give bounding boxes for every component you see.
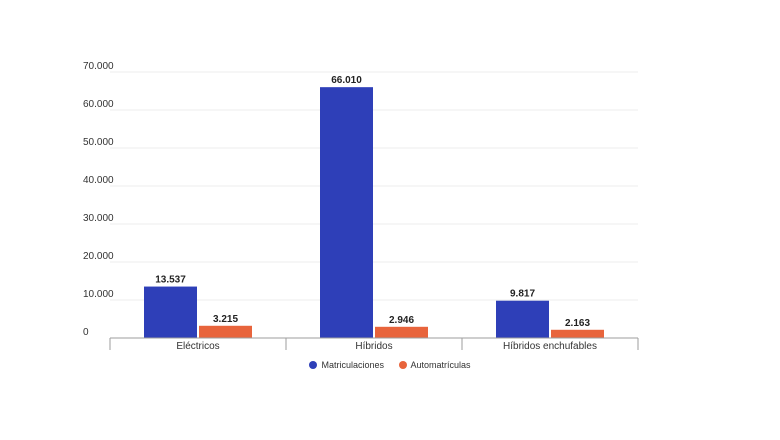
legend-swatch-automatriculas — [398, 361, 407, 369]
y-tick-label: 40.000 — [83, 175, 114, 186]
data-label: 2.946 — [389, 315, 414, 326]
legend-item-matriculaciones: Matriculaciones — [309, 360, 384, 370]
legend-swatch-matriculaciones — [309, 361, 318, 369]
legend-label-matriculaciones: Matriculaciones — [321, 360, 384, 370]
y-tick-label: 20.000 — [83, 251, 114, 262]
y-tick-label: 70.000 — [83, 61, 114, 72]
x-category-label: Híbridos enchufables — [503, 341, 597, 352]
y-axis: 0 10.000 20.000 30.000 40.000 50.000 60.000 70.… — [83, 61, 114, 338]
legend-item-automatriculas: Automatrículas — [398, 360, 471, 370]
bar-matriculaciones — [496, 300, 549, 338]
y-tick-label: 60.000 — [83, 99, 114, 110]
x-axis: Eléctricos Híbridos Híbridos enchufables — [109, 337, 639, 352]
bar-matriculaciones — [144, 286, 197, 338]
data-label: 3.215 — [213, 314, 238, 325]
x-category-label: Eléctricos — [176, 341, 219, 352]
data-label: 66.010 — [331, 75, 362, 86]
data-label: 9.817 — [510, 289, 535, 300]
legend-label-automatriculas: Automatrículas — [410, 360, 471, 370]
legend: Matriculaciones Automatrículas — [0, 360, 780, 371]
data-label: 13.537 — [155, 275, 186, 286]
data-label: 2.163 — [565, 318, 590, 329]
y-tick-label: 10.000 — [83, 289, 114, 300]
y-tick-label: 0 — [83, 327, 89, 338]
grid-lines — [110, 71, 638, 301]
bar-automatriculas — [199, 325, 252, 338]
y-tick-label: 30.000 — [83, 213, 114, 224]
bar-automatriculas — [375, 326, 428, 338]
bars: 13.537 66.010 9.817 3.215 2.946 2.163 — [144, 75, 604, 338]
x-category-label: Híbridos — [355, 341, 392, 352]
bar-automatriculas — [551, 329, 604, 338]
y-tick-label: 50.000 — [83, 137, 114, 148]
bar-matriculaciones — [320, 87, 373, 338]
